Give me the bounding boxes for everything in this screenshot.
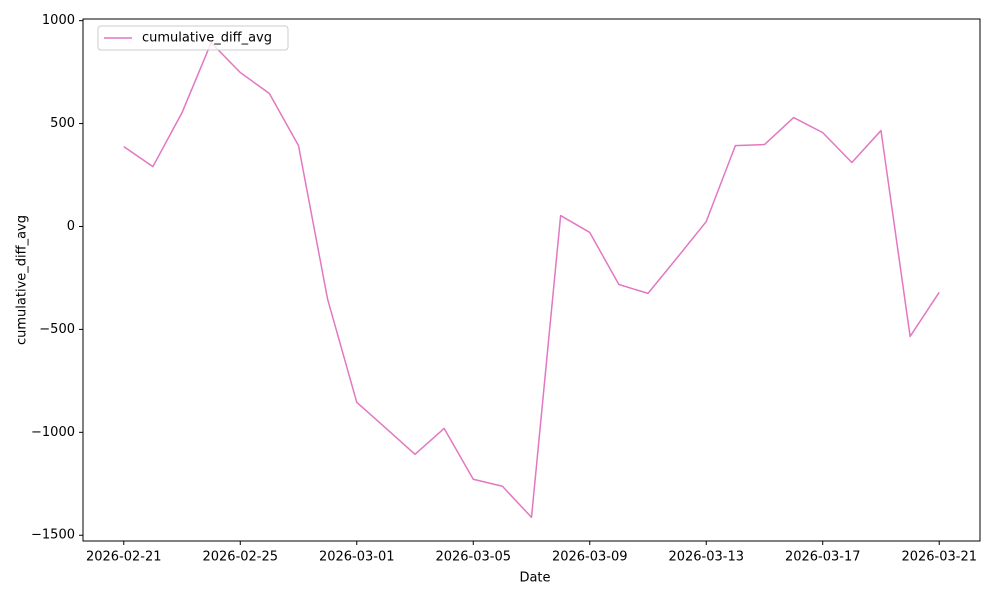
legend-label: cumulative_diff_avg [142,31,272,46]
y-axis-label: cumulative_diff_avg [15,215,30,345]
x-axis-label: Date [519,571,550,586]
y-tick-label: −1500 [31,528,75,543]
x-tick-label: 2026-03-13 [668,550,744,565]
line-series [123,41,940,519]
y-tick-label: 0 [67,219,75,234]
x-tick-label: 2026-03-21 [901,550,977,565]
legend-box [97,25,289,51]
plot-frame [82,18,981,542]
y-tick-label: 500 [50,116,75,131]
x-tick-label: 2026-03-09 [552,550,628,565]
y-tick-label: −1000 [31,425,75,440]
y-tick-label: 1000 [42,13,75,28]
x-tick-label: 2026-02-25 [202,550,278,565]
x-tick-label: 2026-03-17 [785,550,861,565]
x-tick-label: 2026-03-05 [435,550,511,565]
x-tick-label: 2026-02-21 [86,550,162,565]
y-tick-label: −500 [39,322,75,337]
x-tick-label: 2026-03-01 [319,550,395,565]
